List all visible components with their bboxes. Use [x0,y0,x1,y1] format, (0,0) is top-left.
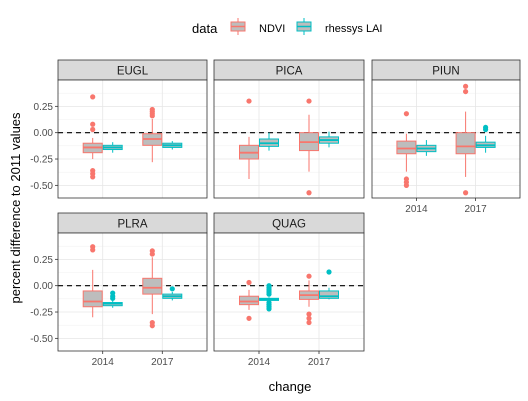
facet-eugl-ytick-label-1: -0.25 [30,155,53,166]
facet-plra-ytick-label-2: 0.00 [34,281,54,292]
facet-piun-2014-ndvi-box [396,140,417,155]
facet-piun-xtick-label-2014: 2014 [405,204,428,215]
facet-plra-plot-area [58,233,207,351]
facet-pica-plot-area [214,80,364,198]
facet-eugl: EUGL -0.50 -0.25 0.00 0.25 [30,59,208,199]
facet-quag-xtick-label-2017: 2017 [308,357,331,368]
facet-eugl-2014-ndvi-outlier-1 [90,121,96,127]
legend-label-rhessys-lai: rhessys LAI [325,23,382,35]
facet-plra-strip-label: PLRA [117,219,147,231]
facet-quag-strip-label: QUAG [272,219,306,231]
facet-quag-xtick-label-2014: 2014 [248,357,271,368]
facet-eugl-ytick-label-2: 0.00 [34,128,54,139]
facet-eugl-2014-ndvi-outlier-2 [90,126,96,133]
facet-eugl-plot-area [58,80,207,198]
facet-quag-2017-ndvi-outlier-3 [306,319,312,326]
facet-quag-2014-ndvi-outlier-0 [246,279,252,286]
facet-eugl-2017-ndvi-outlier-3 [149,113,155,119]
facet-quag-2017-rhessys-lai-outlier-0 [326,269,332,275]
facet-plra-border [57,232,208,352]
facet-piun-2014-ndvi-outlier-3 [403,182,409,188]
facet-piun-2017-ndvi-outlier-0 [463,83,469,89]
facet-plra-ytick-label-0: -0.50 [30,334,53,345]
facet-plra-2017-rhessys-lai-outlier-0 [169,286,175,292]
facet-quag-2017-ndvi-outlier-1 [306,311,312,317]
facet-quag-2014-rhessys-lai-outlier-8 [266,306,272,312]
legend-key-ndvi [230,18,246,35]
facet-pica-2017-ndvi-outlier-1 [306,190,312,196]
facet-plra-2014-rhessys-lai-outlier-2 [110,295,116,301]
facet-piun-2014-ndvi-outlier-0 [403,111,409,117]
facet-eugl-border [57,79,208,199]
facet-pica: PICA [213,59,365,199]
facet-quag-2017-ndvi-outlier-0 [306,273,312,279]
facet-plra: PLRA -0.50 -0.25 0.00 0.25 2014 2017 [30,212,208,368]
legend-key-rhessys-lai [296,18,312,35]
facet-piun-2017-rhessys-lai-outlier-1 [483,126,489,133]
facet-piun-border [371,79,521,199]
facet-plra-ytick-label-1: -0.25 [30,308,53,319]
facet-piun-plot-area [372,80,520,198]
facet-quag-2014-ndvi-outlier-1 [246,315,252,321]
facet-quag-2014-ndvi-box [239,295,259,306]
facet-eugl-ytick-label-3: 0.25 [34,102,54,113]
legend-title: data [192,21,218,36]
facet-plra-xtick-label-2014: 2014 [92,357,115,368]
facet-plra-2017-ndvi-outlier-3 [149,323,155,329]
y-axis-title: percent difference to 2011 values [8,112,23,304]
facet-plra-ytick-label-3: 0.25 [34,255,54,266]
facet-piun-xtick-label-2017: 2017 [464,204,487,215]
facet-quag-2017-ndvi-outlier-2 [306,315,312,321]
facet-piun-strip-label: PIUN [432,66,459,78]
facet-pica-strip-label: PICA [276,66,303,78]
facet-quag-2017-rhessys-lai-box [319,290,339,299]
facet-pica-2017-ndvi-outlier-0 [306,98,312,104]
facet-pica-border [213,79,365,199]
facet-plra-xtick-label-2017: 2017 [151,357,174,368]
facet-piun-2017-ndvi-outlier-2 [463,190,469,196]
facet-piun-2017-ndvi-outlier-1 [463,88,469,95]
legend-label-ndvi: NDVI [259,23,285,35]
x-axis-title: change [269,379,312,394]
facet-quag-2014-rhessys-lai-outlier-4 [266,291,272,297]
facet-quag-plot-area [214,233,364,351]
facet-eugl-2014-ndvi-outlier-0 [90,94,96,100]
facet-plra-2017-ndvi-outlier-1 [149,251,155,257]
facet-plra-2014-ndvi-box [82,290,103,308]
facet-piun-2017-ndvi-box [455,132,476,155]
facet-quag: QUAG 2014 2017 [213,212,365,368]
facet-plra-2017-ndvi-box [142,277,163,295]
facet-plra-2014-ndvi-outlier-1 [90,247,96,253]
facet-quag-border [213,232,365,352]
facet-eugl-strip-label: EUGL [117,66,149,78]
legend: data NDVI rhessys LAI [192,18,382,36]
facet-eugl-2014-ndvi-outlier-5 [90,174,96,180]
facet-pica-2014-ndvi-outlier-0 [246,98,252,104]
facet-piun: PIUN 2014 2017 [371,59,521,215]
facet-eugl-ytick-label-0: -0.50 [30,181,53,192]
